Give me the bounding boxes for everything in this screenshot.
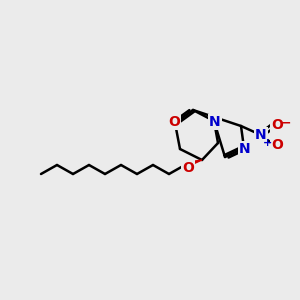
- Text: O: O: [271, 118, 283, 132]
- Polygon shape: [184, 160, 202, 167]
- Text: N: N: [239, 142, 251, 156]
- Text: O: O: [168, 115, 180, 129]
- Text: −: −: [281, 116, 291, 130]
- Text: N: N: [255, 128, 267, 142]
- Text: O: O: [182, 161, 194, 175]
- Text: O: O: [271, 138, 283, 152]
- Text: N: N: [209, 115, 221, 129]
- Text: +: +: [263, 138, 273, 148]
